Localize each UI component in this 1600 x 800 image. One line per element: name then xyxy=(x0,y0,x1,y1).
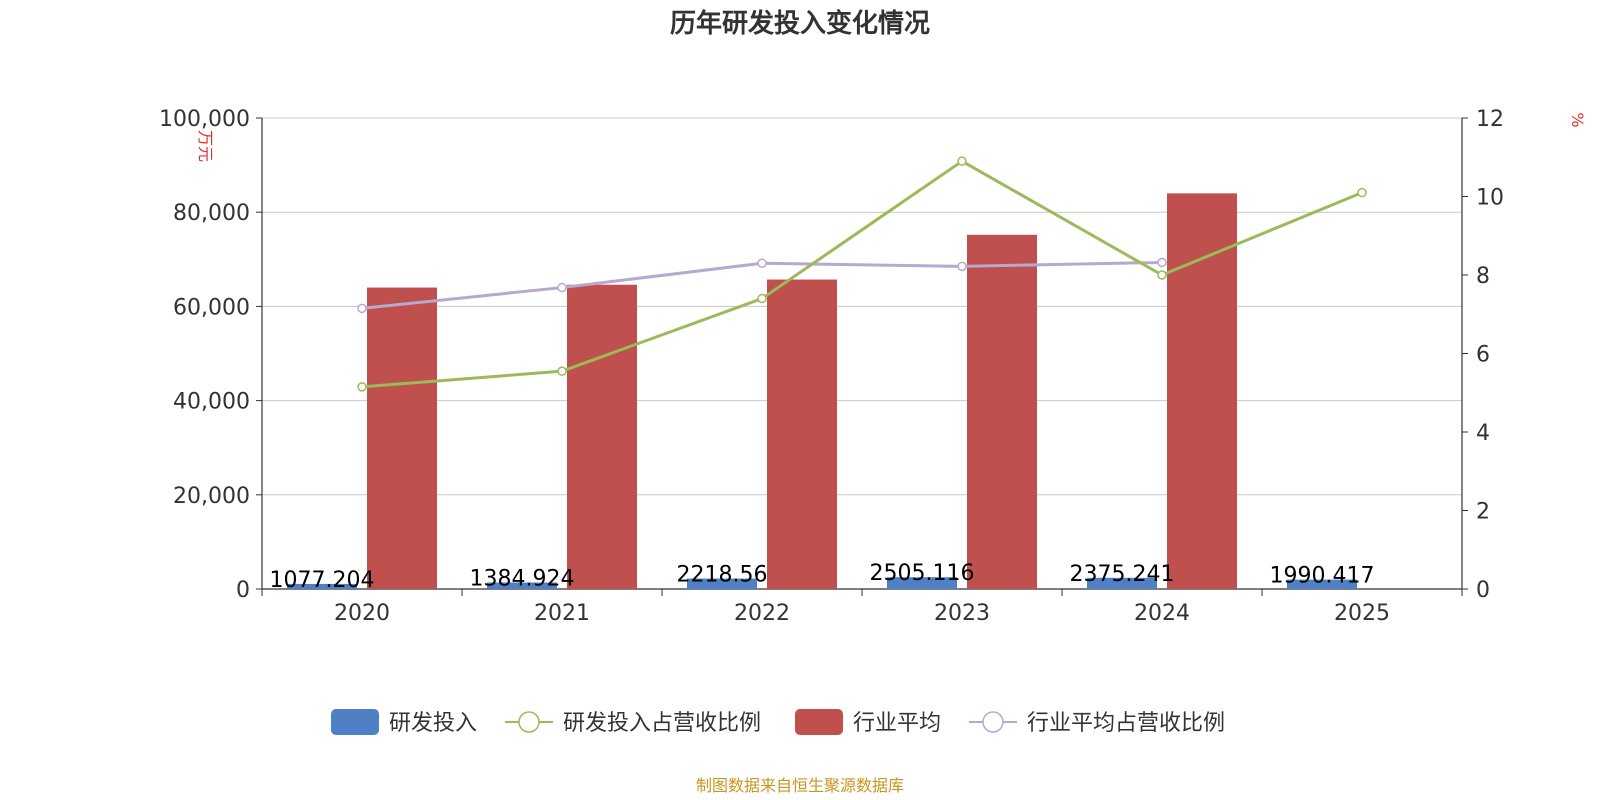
bars xyxy=(287,193,1357,590)
bar-data-label: 1384.924 xyxy=(470,566,575,591)
right-axis-tick-label: 0 xyxy=(1476,578,1490,603)
rd-ratio-line xyxy=(361,159,1363,389)
x-axis-tick-label: 2024 xyxy=(1134,601,1190,626)
industry-ratio-point xyxy=(557,282,567,293)
bar-rd-investment xyxy=(1287,579,1357,589)
x-axis-tick-label: 2025 xyxy=(1334,601,1390,626)
rd-ratio-point xyxy=(557,366,567,376)
legend-swatch xyxy=(795,709,843,735)
bar-rd-investment xyxy=(1087,577,1157,589)
rd-ratio-point xyxy=(757,293,767,304)
left-axis-tick-label: 20,000 xyxy=(173,484,250,509)
legend-swatch-marker xyxy=(518,711,540,733)
axes: 0 20,000 40,000 60,000 80,000 100,000 0 2 4 6 8 10 1… xyxy=(159,107,1504,626)
right-axis-tick-label: 6 xyxy=(1476,343,1490,368)
legend-swatch-marker xyxy=(982,711,1004,733)
left-axis-tick-label: 80,000 xyxy=(173,201,250,226)
legend-item: 研发投入占营收比例 xyxy=(505,711,761,736)
right-axis-unit: % xyxy=(1568,112,1587,127)
bar-data-label: 2375.241 xyxy=(1070,562,1175,587)
right-axis-tick-label: 2 xyxy=(1476,500,1490,525)
legend-label: 研发投入占营收比例 xyxy=(563,711,761,736)
left-axis-tick-label: 0 xyxy=(236,578,250,603)
bar-rd-investment xyxy=(887,577,957,589)
legend-label: 行业平均 xyxy=(853,711,941,736)
rd-ratio-point xyxy=(1357,187,1367,198)
right-axis-tick-label: 12 xyxy=(1476,107,1504,132)
bar-rd-investment xyxy=(287,583,357,589)
legend-label: 研发投入 xyxy=(389,711,477,736)
industry-ratio-point xyxy=(1157,257,1167,268)
industry-ratio-point xyxy=(957,261,967,272)
legend-swatch xyxy=(331,709,379,735)
source-note: 制图数据来自恒生聚源数据库 xyxy=(696,776,904,795)
right-axis-tick-label: 8 xyxy=(1476,264,1490,289)
legend-label: 行业平均占营收比例 xyxy=(1027,711,1225,736)
chart-title: 历年研发投入变化情况 xyxy=(670,8,930,39)
legend-item: 行业平均 xyxy=(795,709,941,736)
left-axis-unit: 万元 xyxy=(196,130,215,162)
rd-ratio-point xyxy=(957,156,967,166)
industry-ratio-point xyxy=(357,303,367,314)
left-axis-tick-label: 40,000 xyxy=(173,390,250,415)
bar-data-label: 1990.417 xyxy=(1270,564,1375,589)
bar-industry-average xyxy=(567,284,637,589)
right-axis-tick-label: 4 xyxy=(1476,421,1490,446)
x-axis-tick-label: 2021 xyxy=(534,601,590,626)
bar-data-label: 2505.116 xyxy=(870,561,975,586)
bar-industry-average xyxy=(367,287,437,589)
legend: 研发投入 研发投入占营收比例 行业平均 行业平均占营收比例 xyxy=(331,709,1225,736)
legend-item: 研发投入 xyxy=(331,709,477,736)
bar-data-label: 2218.56 xyxy=(677,563,768,588)
bar-rd-investment xyxy=(687,578,757,589)
left-axis-tick-label: 60,000 xyxy=(173,295,250,320)
bar-industry-average xyxy=(1167,193,1237,590)
rd-ratio-point xyxy=(1157,270,1167,280)
grid-lines xyxy=(262,117,1462,496)
legend-item: 行业平均占营收比例 xyxy=(969,711,1225,736)
right-axis-tick-label: 10 xyxy=(1476,186,1504,211)
lines xyxy=(357,156,1367,392)
bar-data-label: 1077.204 xyxy=(270,568,375,593)
rd-ratio-point xyxy=(357,382,367,392)
industry-ratio-point xyxy=(757,258,767,268)
bar-rd-investment xyxy=(487,582,557,589)
data-labels: 1077.204 1384.924 2218.56 2505.116 2375.241 1… xyxy=(270,561,1375,593)
bar-industry-average xyxy=(767,279,837,589)
x-axis-tick-label: 2022 xyxy=(734,601,790,626)
x-axis-tick-label: 2020 xyxy=(334,601,390,626)
bar-industry-average xyxy=(967,234,1037,590)
x-axis-tick-label: 2023 xyxy=(934,601,990,626)
left-axis-tick-label: 100,000 xyxy=(159,107,250,132)
